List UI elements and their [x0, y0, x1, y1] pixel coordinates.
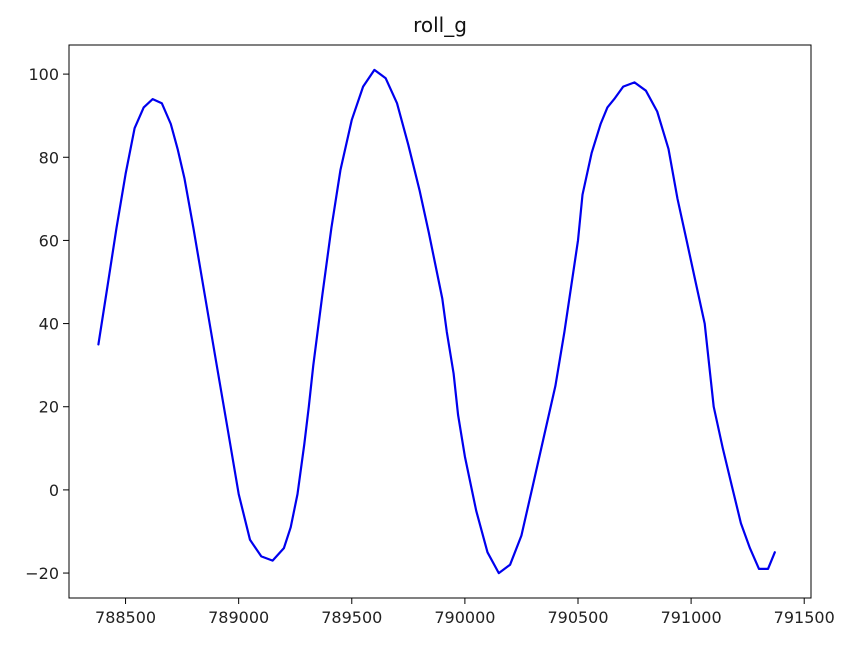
y-tick-label: 80 — [39, 148, 59, 167]
x-tick-label: 790500 — [547, 608, 608, 627]
x-tick-label: 791500 — [774, 608, 835, 627]
y-tick-label: 100 — [28, 65, 59, 84]
x-tick-label: 789500 — [321, 608, 382, 627]
plot-area — [68, 44, 812, 599]
y-tick-label: −20 — [25, 564, 59, 583]
y-axis: −20 0 20 40 60 80 100 — [25, 65, 69, 583]
x-tick-label: 788500 — [95, 608, 156, 627]
chart-title: roll_g — [413, 13, 467, 37]
y-tick-label: 60 — [39, 231, 59, 250]
x-tick-label: 791000 — [661, 608, 722, 627]
series-line-0 — [97, 68, 776, 575]
y-tick-label: 0 — [49, 481, 59, 500]
y-tick-label: 20 — [39, 398, 59, 417]
x-axis: 788500 789000 789500 790000 790500 791000 7915… — [95, 598, 835, 627]
series-layer — [97, 68, 776, 575]
x-tick-label: 789000 — [208, 608, 269, 627]
x-tick-label: 790000 — [434, 608, 495, 627]
y-tick-label: 40 — [39, 315, 59, 334]
